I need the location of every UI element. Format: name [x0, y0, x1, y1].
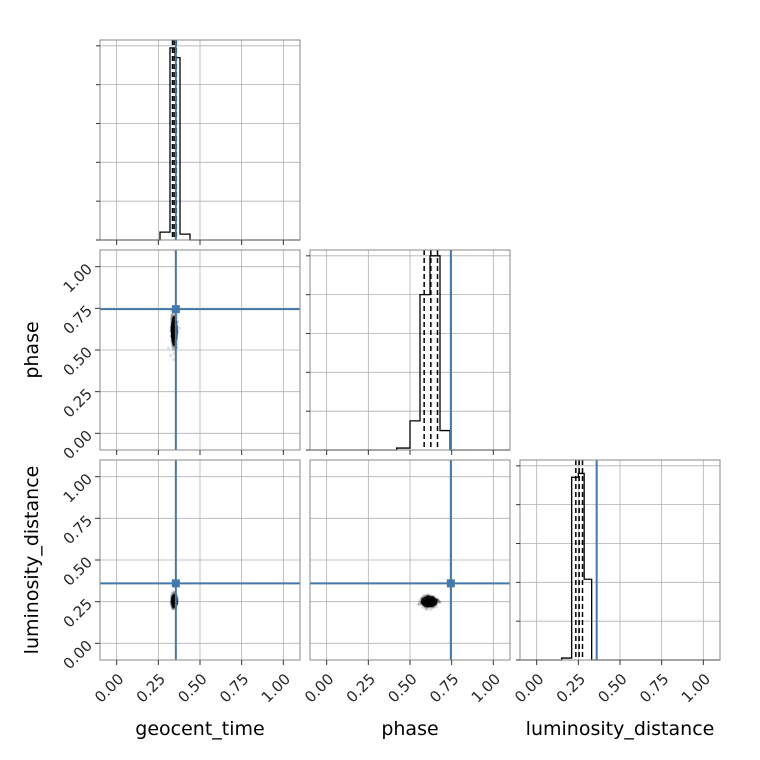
sample-point: [427, 599, 432, 604]
sample-point: [437, 600, 441, 604]
sample-point: [434, 605, 438, 609]
tick-marks: [306, 255, 494, 455]
y-tick-label: 0.75: [60, 512, 96, 548]
density-contour: [172, 325, 176, 337]
sample-point: [427, 599, 431, 604]
x-tick-label: 1.00: [258, 670, 294, 706]
x-tick-label: 0.50: [174, 670, 210, 706]
sample-point: [427, 599, 432, 604]
sample-point: [170, 592, 174, 596]
x-tick-label: 0.50: [594, 670, 630, 706]
sample-point: [166, 346, 171, 350]
sample-point: [424, 607, 428, 611]
x-tick-label: 1.00: [468, 670, 504, 706]
scatter-points-geocent_time-luminosity_distance: [169, 590, 179, 611]
truth-marker: [171, 305, 180, 314]
tick-marks: [326, 660, 494, 665]
sample-point: [423, 594, 427, 598]
sample-point: [425, 607, 429, 611]
sample-point: [172, 607, 176, 611]
sample-point: [168, 353, 173, 358]
sample-point: [176, 330, 180, 334]
x-tick-label: 0.00: [301, 670, 337, 706]
y-tick-label: 0.25: [60, 595, 96, 631]
y-tick-label: 0.25: [60, 385, 96, 421]
sample-point: [171, 345, 175, 349]
grid-lines: [100, 40, 300, 240]
sample-point: [427, 600, 431, 604]
x-tick-label: 0.00: [91, 670, 127, 706]
sample-point: [428, 607, 433, 612]
sample-point: [416, 602, 420, 607]
grid-lines: [310, 250, 510, 450]
sample-point: [172, 339, 176, 344]
x-tick-label: 0.75: [426, 670, 462, 706]
sample-point: [427, 600, 432, 604]
sample-point: [172, 357, 176, 362]
sample-point: [170, 314, 174, 318]
density-contour: [172, 598, 176, 604]
sample-point: [417, 601, 422, 605]
x-tick-label: 0.25: [343, 670, 379, 706]
sample-point: [422, 594, 426, 598]
x-tick-label: 0.00: [511, 670, 547, 706]
scatter-points-geocent_time-phase: [166, 305, 181, 362]
y-axis-label-phase: phase: [21, 321, 43, 378]
y-tick-label: 0.50: [60, 553, 96, 589]
tick-marks: [95, 266, 284, 455]
sample-point: [417, 602, 422, 607]
x-tick-label: 0.50: [384, 670, 420, 706]
y-tick-label: 1.00: [60, 470, 96, 506]
tick-marks: [96, 45, 284, 245]
sample-point: [171, 590, 176, 594]
y-tick-label: 0.00: [60, 427, 96, 463]
density-contour: [425, 599, 433, 605]
sample-point: [172, 339, 176, 343]
sample-point: [171, 347, 175, 352]
sample-point: [171, 590, 175, 595]
x-tick-label: 0.75: [636, 670, 672, 706]
sample-point: [426, 592, 430, 597]
histogram-phase: [310, 255, 510, 451]
y-tick-label: 0.50: [60, 343, 96, 379]
x-tick-label: 0.25: [553, 670, 589, 706]
truth-marker: [171, 579, 180, 588]
y-tick-label: 0.75: [60, 302, 96, 338]
grid-lines: [310, 460, 510, 660]
sample-point: [418, 599, 422, 603]
scatter-points-phase-luminosity_distance: [416, 592, 442, 612]
grid-lines: [100, 460, 300, 660]
x-axis-label-geocent_time: geocent_time: [135, 718, 264, 740]
x-axis-label-luminosity_distance: luminosity_distance: [526, 718, 715, 740]
sample-point: [437, 600, 441, 604]
sample-point: [177, 326, 181, 330]
sample-point: [421, 605, 425, 609]
tick-marks: [516, 465, 704, 665]
tick-marks: [95, 476, 284, 665]
x-tick-label: 0.75: [216, 670, 252, 706]
grid-lines: [100, 250, 300, 450]
grid-lines: [520, 460, 720, 660]
sample-point: [171, 606, 175, 611]
truth-marker: [446, 579, 455, 588]
sample-point: [436, 598, 440, 602]
y-tick-label: 1.00: [60, 260, 96, 296]
sample-point: [171, 346, 175, 350]
y-tick-label: 0.00: [60, 637, 96, 673]
x-axis-label-phase: phase: [381, 718, 438, 740]
y-axis-label-luminosity_distance: luminosity_distance: [21, 466, 43, 655]
x-tick-label: 1.00: [678, 670, 714, 706]
sample-point: [171, 606, 175, 611]
sample-point: [170, 313, 174, 317]
sample-point: [437, 599, 441, 603]
sample-point: [438, 600, 442, 604]
sample-point: [427, 599, 431, 604]
sample-point: [170, 312, 175, 317]
histogram-luminosity_distance: [520, 472, 720, 661]
sample-point: [428, 600, 432, 604]
x-tick-label: 0.25: [133, 670, 169, 706]
